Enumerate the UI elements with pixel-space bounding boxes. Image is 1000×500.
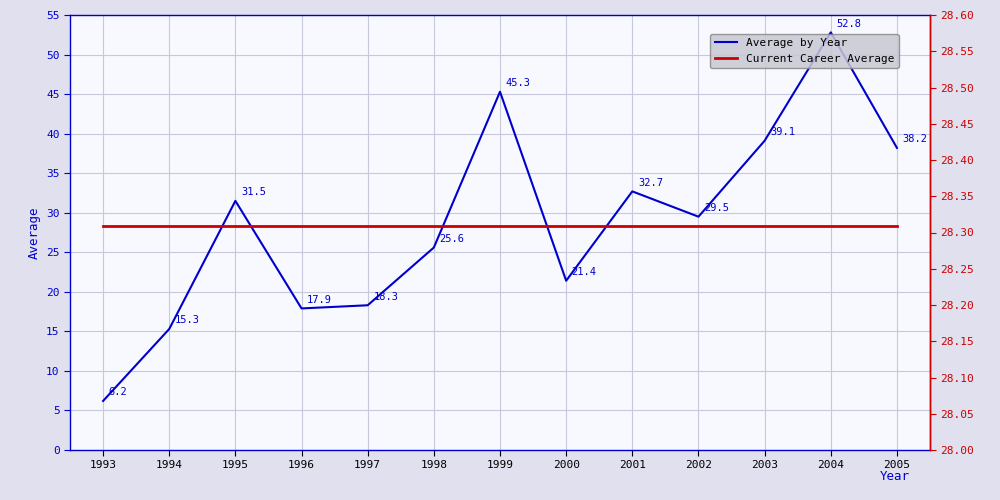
Line: Average by Year: Average by Year xyxy=(103,32,897,401)
Y-axis label: Average: Average xyxy=(28,206,41,259)
Text: 15.3: 15.3 xyxy=(175,316,200,326)
Text: 39.1: 39.1 xyxy=(770,127,795,137)
Average by Year xyxy=(97,398,109,404)
Average by Year xyxy=(759,138,771,144)
Text: 32.7: 32.7 xyxy=(638,178,663,188)
Average by Year xyxy=(428,244,440,250)
Text: 52.8: 52.8 xyxy=(836,19,861,29)
Average by Year xyxy=(626,188,638,194)
Text: 45.3: 45.3 xyxy=(506,78,531,88)
Text: 31.5: 31.5 xyxy=(241,188,266,198)
Average by Year xyxy=(296,306,308,312)
Text: Year: Year xyxy=(880,470,910,483)
Text: 21.4: 21.4 xyxy=(572,267,597,277)
Average by Year xyxy=(560,278,572,283)
Average by Year xyxy=(692,214,704,220)
Legend: Average by Year, Current Career Average: Average by Year, Current Career Average xyxy=(710,34,899,68)
Average by Year xyxy=(229,198,241,204)
Text: 25.6: 25.6 xyxy=(439,234,464,244)
Average by Year xyxy=(163,326,175,332)
Average by Year xyxy=(494,88,506,94)
Text: 18.3: 18.3 xyxy=(373,292,398,302)
Text: 29.5: 29.5 xyxy=(704,203,729,213)
Text: 38.2: 38.2 xyxy=(902,134,927,144)
Text: 6.2: 6.2 xyxy=(109,388,127,398)
Average by Year xyxy=(891,145,903,151)
Average by Year xyxy=(825,30,837,36)
Average by Year xyxy=(362,302,374,308)
Text: 17.9: 17.9 xyxy=(307,295,332,305)
